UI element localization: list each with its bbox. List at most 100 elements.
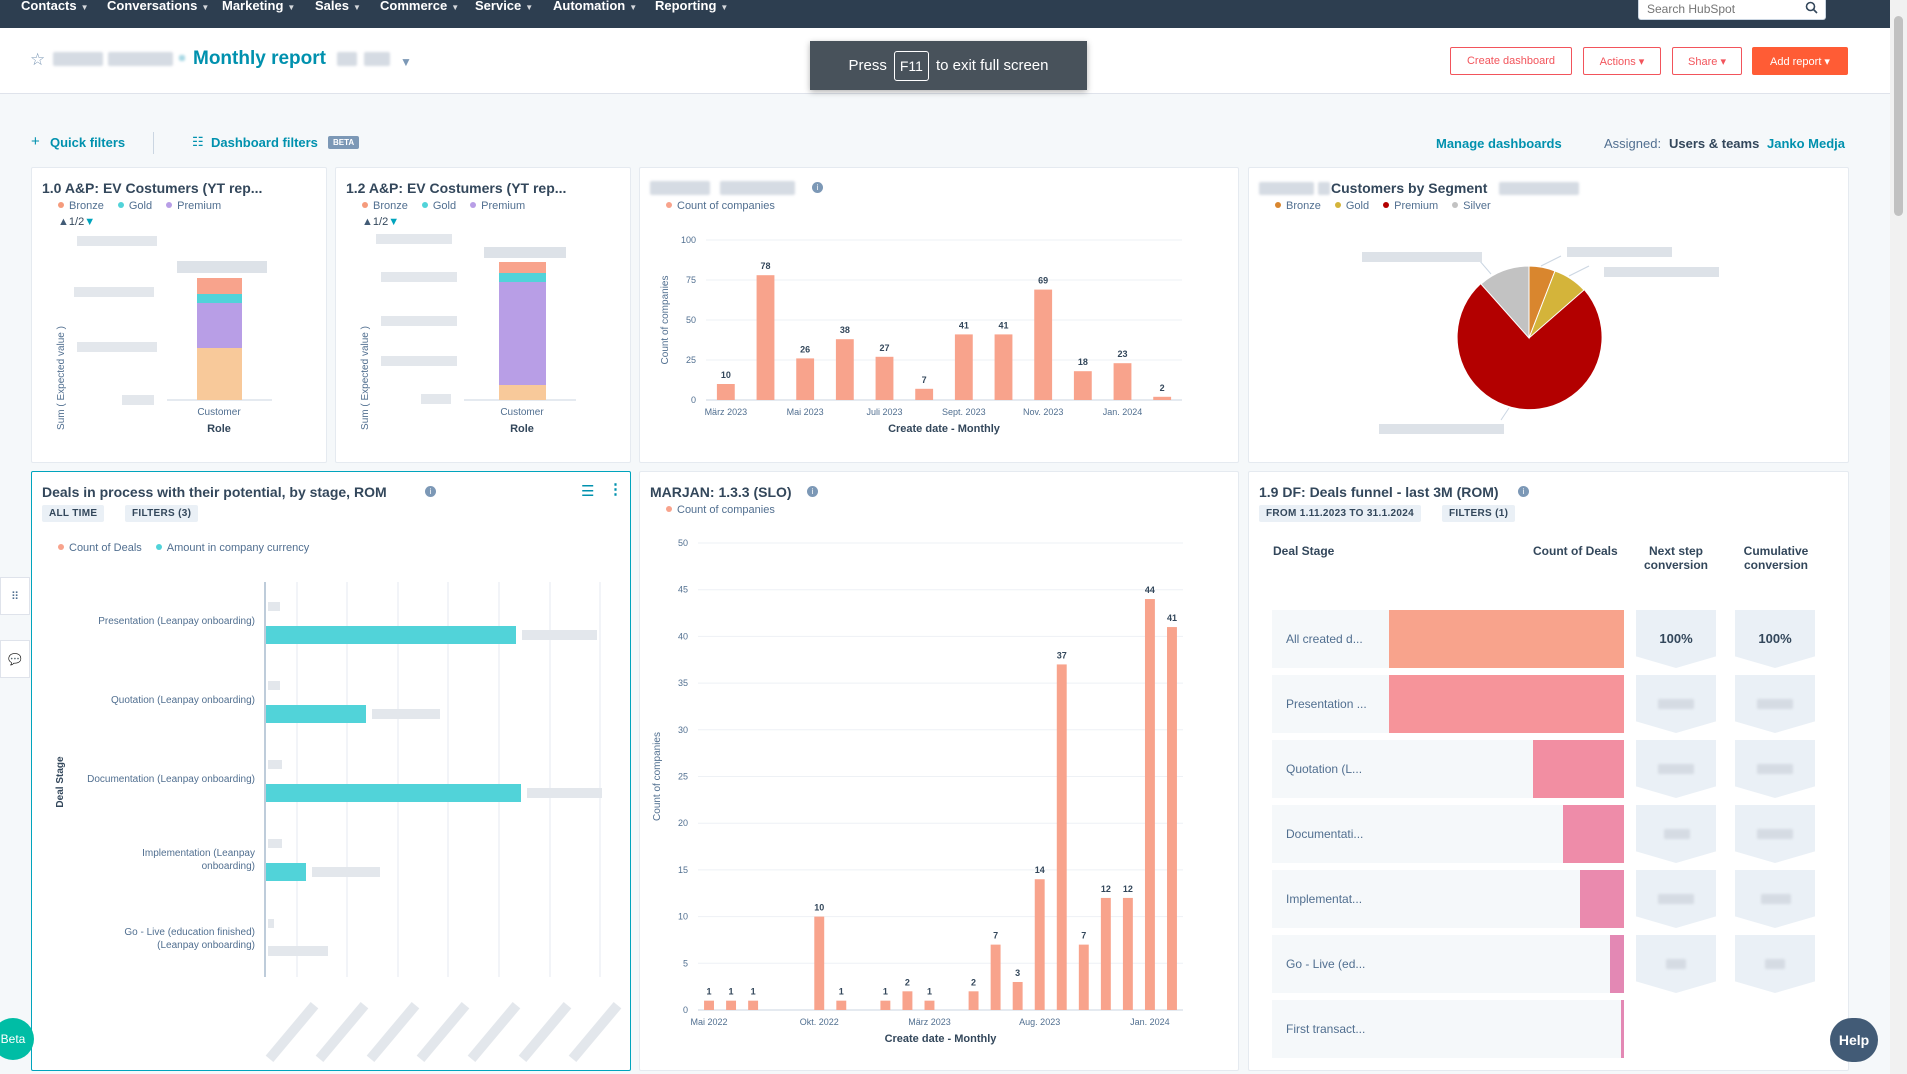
legend-pager[interactable]: ▲1/2▼ [362,216,399,228]
dashboard-title[interactable]: Monthly report [193,48,326,69]
card-title[interactable]: 1.9 DF: Deals funnel - last 3M (ROM) [1259,484,1499,500]
arrow-up-icon[interactable]: ▲ [362,216,373,228]
funnel-bar[interactable] [1621,1000,1624,1058]
funnel-row[interactable]: Quotation (L... [1272,740,1624,798]
funnel-bar[interactable] [1563,805,1624,863]
plus-icon[interactable]: + [31,133,40,150]
nav-service[interactable]: Service ▼ [475,0,533,13]
pie-slice-premium[interactable] [1457,284,1602,410]
funnel-row[interactable]: Presentation ... [1272,675,1624,733]
bar-segment-gold[interactable] [197,294,242,303]
nav-contacts[interactable]: Contacts ▼ [21,0,89,13]
bar[interactable] [726,1000,737,1010]
bar[interactable] [968,991,979,1010]
assigned-user-link[interactable]: Janko Medja [1767,136,1846,151]
bar-segment-bronze[interactable] [197,348,242,400]
scrollbar[interactable] [1890,0,1907,1074]
bar[interactable] [1122,897,1133,1010]
amount-bar[interactable] [266,626,516,644]
bar[interactable] [796,358,815,400]
card-title[interactable]: 1.0 A&P: EV Costumers (YT rep... [42,180,263,196]
info-icon[interactable]: i [1518,486,1529,497]
search-icon[interactable] [1805,1,1818,14]
funnel-bar[interactable] [1389,675,1624,733]
card-title[interactable]: Customers by Segment [1331,180,1488,196]
bar[interactable] [835,339,854,400]
bar[interactable] [1113,363,1132,400]
funnel-bar[interactable] [1610,935,1624,993]
bar[interactable] [1034,879,1045,1010]
star-icon[interactable]: ☆ [30,50,46,69]
add-report-button[interactable]: Add report ▾ [1752,47,1848,75]
bar[interactable] [875,356,894,400]
bar[interactable] [1144,599,1155,1010]
info-icon[interactable]: i [812,182,823,193]
nav-sales[interactable]: Sales ▼ [315,0,361,13]
bar[interactable] [954,334,973,400]
funnel-bar[interactable] [1580,870,1624,928]
scrollbar-thumb[interactable] [1894,16,1903,216]
info-icon[interactable]: i [425,486,436,497]
bar-segment-gold[interactable] [499,273,546,282]
card-title[interactable]: 1.2 A&P: EV Costumers (YT rep... [346,180,567,196]
bar[interactable] [990,944,1001,1010]
nav-automation[interactable]: Automation ▼ [553,0,637,13]
filters-pill[interactable]: FILTERS (1) [1442,505,1516,522]
dashboard-filters-link[interactable]: Dashboard filters [211,135,318,150]
bar[interactable] [836,1000,847,1010]
bar[interactable] [1100,897,1111,1010]
manage-dashboards-link[interactable]: Manage dashboards [1436,136,1562,151]
info-icon[interactable]: i [807,486,818,497]
bar[interactable] [1078,944,1089,1010]
arrow-up-icon[interactable]: ▲ [58,216,69,228]
nav-conversations[interactable]: Conversations ▼ [107,0,209,13]
funnel-bar[interactable] [1389,610,1624,668]
chat-icon[interactable]: 💬 [0,640,30,678]
bar-segment-premium[interactable] [197,303,242,348]
pie-slice-gold[interactable] [1528,270,1585,339]
quick-filters-link[interactable]: Quick filters [50,135,126,150]
funnel-row[interactable]: Implementat... [1272,870,1624,928]
bar[interactable] [1034,289,1053,400]
bar[interactable] [756,275,775,400]
search-input[interactable] [1639,0,1789,17]
actions-button[interactable]: Actions ▾ [1583,47,1661,75]
bar[interactable] [1012,981,1023,1010]
date-range-pill[interactable]: FROM 1.11.2023 TO 31.1.2024 [1259,505,1422,522]
sliders-icon[interactable]: ☷ [192,134,204,149]
legend-pager[interactable]: ▲1/2▼ [58,216,95,228]
funnel-row[interactable]: First transact... [1272,1000,1624,1058]
nav-commerce[interactable]: Commerce ▼ [380,0,459,13]
grid-dots-icon[interactable]: ⠿ [0,577,30,615]
more-vertical-icon[interactable]: ⋮ [608,481,623,498]
bar[interactable] [1167,627,1177,1010]
beta-button[interactable]: Beta [0,1018,34,1060]
bar[interactable] [704,1000,714,1010]
nav-reporting[interactable]: Reporting ▼ [655,0,728,13]
nav-marketing[interactable]: Marketing ▼ [222,0,295,13]
date-range-pill[interactable]: ALL TIME [42,505,105,522]
sliders-icon[interactable]: ☰ [581,483,595,500]
help-button[interactable]: Help [1830,1018,1878,1062]
bar[interactable] [814,916,825,1010]
share-button[interactable]: Share ▾ [1672,47,1742,75]
bar[interactable] [915,388,934,400]
bar[interactable] [716,384,735,400]
bar[interactable] [748,1000,759,1010]
bar[interactable] [880,1000,891,1010]
bar[interactable] [994,334,1013,400]
filters-pill[interactable]: FILTERS (3) [125,505,199,522]
create-dashboard-button[interactable]: Create dashboard [1450,47,1572,75]
arrow-down-icon[interactable]: ▼ [84,216,96,228]
funnel-row[interactable]: Documentati... [1272,805,1624,863]
bar-segment-bronze[interactable] [197,278,242,294]
card-title[interactable]: Deals in process with their potential, b… [42,484,387,500]
bar[interactable] [1073,371,1092,400]
bar[interactable] [1153,396,1172,400]
amount-bar[interactable] [266,705,366,723]
chevron-down-icon[interactable]: ▼ [400,55,412,69]
bar-segment-premium[interactable] [499,282,546,385]
funnel-row[interactable]: Go - Live (ed... [1272,935,1624,993]
amount-bar[interactable] [266,784,521,802]
funnel-bar[interactable] [1533,740,1624,798]
